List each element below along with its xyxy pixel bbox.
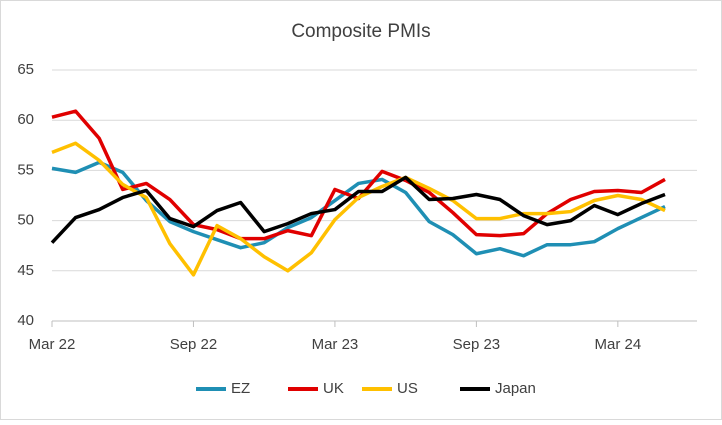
legend-label: UK (323, 380, 344, 397)
legend-label: Japan (495, 380, 536, 397)
chart-title: Composite PMIs (291, 21, 430, 42)
y-tick-label: 55 (17, 161, 34, 178)
series-line (51, 160, 666, 258)
y-tick-label: 65 (17, 61, 34, 78)
legend-label: US (397, 380, 418, 397)
x-tick-label: Mar 22 (29, 336, 76, 353)
series-line (51, 141, 666, 277)
y-tick-label: 45 (17, 262, 34, 279)
y-tick-label: 60 (17, 111, 34, 128)
x-tick-label: Sep 22 (170, 336, 218, 353)
y-tick-label: 40 (17, 312, 34, 329)
x-tick-label: Sep 23 (453, 336, 501, 353)
series-line (50, 175, 666, 244)
x-tick-label: Mar 23 (312, 336, 359, 353)
x-tick-label: Mar 24 (595, 336, 642, 353)
legend-label: EZ (231, 380, 250, 397)
y-tick-label: 50 (17, 212, 34, 229)
